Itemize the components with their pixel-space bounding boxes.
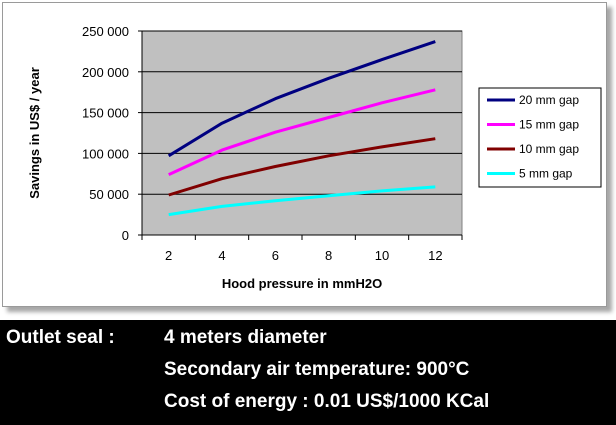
y-tick-label: 150 000 [82,106,129,121]
legend-label-10-mm-gap: 10 mm gap [519,142,579,156]
savings-chart: 0 50 000 100 000 150 000 200 000 250 000 2 4 6 8 1… [27,24,602,291]
y-tick-label: 200 000 [82,65,129,80]
energy-cost-value: Cost of energy : 0.01 US$/1000 KCal [164,391,490,412]
chart-panel: 0 50 000 100 000 150 000 200 000 250 000 2 4 6 8 1… [2,2,607,307]
legend-box [478,87,602,188]
legend-label-20-mm-gap: 20 mm gap [519,93,579,107]
series-line-15-mm-gap [168,88,436,176]
y-tick-label: 0 [122,228,129,243]
info-panel: Outlet seal : 4 meters diameter Secondar… [0,320,616,425]
y-tick-label: 100 000 [82,146,129,161]
outlet-seal-value: 4 meters diameter [164,327,327,348]
air-temperature-value: Secondary air temperature: 900°C [164,359,470,380]
series-line-10-mm-gap [168,137,436,197]
outlet-seal-label: Outlet seal : [6,327,115,348]
legend-label-5-mm-gap: 5 mm gap [519,167,573,181]
x-tick-label: 10 [375,248,389,263]
y-axis-title: Savings in US$ / year [27,67,42,199]
x-tick-label: 12 [428,248,442,263]
x-tick-label: 4 [218,248,225,263]
x-tick-label: 2 [165,248,172,263]
y-tick-label: 250 000 [82,24,129,39]
legend-label-15-mm-gap: 15 mm gap [519,118,579,132]
series-line-5-mm-gap [168,185,436,217]
series-line-20-mm-gap [167,40,436,158]
x-tick-label: 8 [325,248,332,263]
plot-area [141,30,463,236]
x-tick-label: 6 [272,248,279,263]
x-axis-title: Hood pressure in mmH2O [222,276,382,291]
y-tick-label: 50 000 [89,187,129,202]
